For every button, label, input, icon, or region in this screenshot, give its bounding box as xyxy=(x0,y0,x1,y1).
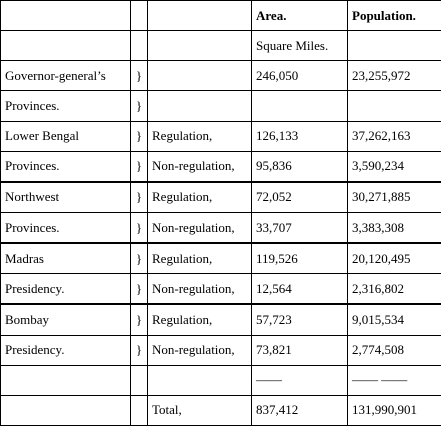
region-name: Lower Bengal xyxy=(0,120,131,152)
population-value: 2,774,508 xyxy=(347,334,441,366)
region-type: Regulation, xyxy=(147,303,252,336)
empty-cell xyxy=(147,364,252,396)
region-name: Governor-general’s xyxy=(0,60,131,92)
total-area: 837,412 xyxy=(251,394,348,426)
region-type: Non-regulation, xyxy=(147,273,252,305)
area-value: 57,723 xyxy=(251,303,348,336)
brace-glyph: } xyxy=(130,211,148,244)
region-name: Provinces. xyxy=(0,90,131,122)
area-value xyxy=(251,90,348,122)
table-row: Madras } Regulation, 119,526 20,120,495 xyxy=(0,242,441,275)
table-row: Provinces. } Non-regulation, 33,707 3,38… xyxy=(0,211,441,244)
header-empty-cell xyxy=(147,0,252,32)
area-value: 72,052 xyxy=(251,180,348,213)
region-type: Non-regulation, xyxy=(147,211,252,244)
brace-glyph: } xyxy=(130,334,148,366)
empty-cell xyxy=(130,30,148,62)
unit-row: Square Miles. xyxy=(0,30,441,62)
table-row: Provinces. } xyxy=(0,90,441,122)
area-header: Area. xyxy=(251,0,348,32)
empty-cell xyxy=(130,394,148,426)
table-row: Bombay } Regulation, 57,723 9,015,534 xyxy=(0,303,441,336)
region-type: Regulation, xyxy=(147,180,252,213)
empty-cell xyxy=(0,394,131,426)
population-value: 23,255,972 xyxy=(347,60,441,92)
area-value: 95,836 xyxy=(251,150,348,183)
total-row: Total, 837,412 131,990,901 xyxy=(0,394,441,426)
total-label: Total, xyxy=(147,394,252,426)
region-type: Non-regulation, xyxy=(147,334,252,366)
empty-cell xyxy=(130,364,148,396)
brace-glyph: } xyxy=(130,273,148,305)
brace-glyph: } xyxy=(130,150,148,183)
area-unit: Square Miles. xyxy=(251,30,348,62)
population-sum-rule: —— —— xyxy=(347,364,441,396)
region-name: Provinces. xyxy=(0,211,131,244)
area-value: 33,707 xyxy=(251,211,348,244)
total-population: 131,990,901 xyxy=(347,394,441,426)
region-name: Madras xyxy=(0,242,131,275)
brace-glyph: } xyxy=(130,60,148,92)
region-name: Presidency. xyxy=(0,334,131,366)
region-type xyxy=(147,90,252,122)
empty-cell xyxy=(0,30,131,62)
area-sum-rule: —— xyxy=(251,364,348,396)
table-row: Lower Bengal } Regulation, 126,133 37,26… xyxy=(0,120,441,152)
empty-cell xyxy=(347,30,441,62)
population-value: 9,015,534 xyxy=(347,303,441,336)
population-value: 2,316,802 xyxy=(347,273,441,305)
empty-cell xyxy=(147,30,252,62)
area-value: 126,133 xyxy=(251,120,348,152)
header-empty-cell xyxy=(130,0,148,32)
area-value: 246,050 xyxy=(251,60,348,92)
population-value: 20,120,495 xyxy=(347,242,441,275)
table-row: Presidency. } Non-regulation, 73,821 2,7… xyxy=(0,334,441,366)
table-row: Governor-general’s } 246,050 23,255,972 xyxy=(0,60,441,92)
region-type: Regulation, xyxy=(147,242,252,275)
population-value: 3,590,234 xyxy=(347,150,441,183)
area-value: 73,821 xyxy=(251,334,348,366)
table-row: Presidency. } Non-regulation, 12,564 2,3… xyxy=(0,273,441,305)
area-value: 12,564 xyxy=(251,273,348,305)
region-type: Non-regulation, xyxy=(147,150,252,183)
region-name: Presidency. xyxy=(0,273,131,305)
table-row: Northwest } Regulation, 72,052 30,271,88… xyxy=(0,180,441,213)
brace-glyph: } xyxy=(130,180,148,213)
region-name: Provinces. xyxy=(0,150,131,183)
area-value: 119,526 xyxy=(251,242,348,275)
region-name: Bombay xyxy=(0,303,131,336)
population-value: 30,271,885 xyxy=(347,180,441,213)
region-name: Northwest xyxy=(0,180,131,213)
header-empty-cell xyxy=(0,0,131,32)
population-value: 3,383,308 xyxy=(347,211,441,244)
empty-cell xyxy=(0,364,131,396)
brace-glyph: } xyxy=(130,90,148,122)
table-row: Provinces. } Non-regulation, 95,836 3,59… xyxy=(0,150,441,183)
population-header: Population. xyxy=(347,0,441,32)
header-row: Area. Population. xyxy=(0,0,441,32)
region-type xyxy=(147,60,252,92)
brace-glyph: } xyxy=(130,242,148,275)
brace-glyph: } xyxy=(130,120,148,152)
rule-row: —— —— —— xyxy=(0,364,441,396)
region-type: Regulation, xyxy=(147,120,252,152)
brace-glyph: } xyxy=(130,303,148,336)
population-value: 37,262,163 xyxy=(347,120,441,152)
population-value xyxy=(347,90,441,122)
